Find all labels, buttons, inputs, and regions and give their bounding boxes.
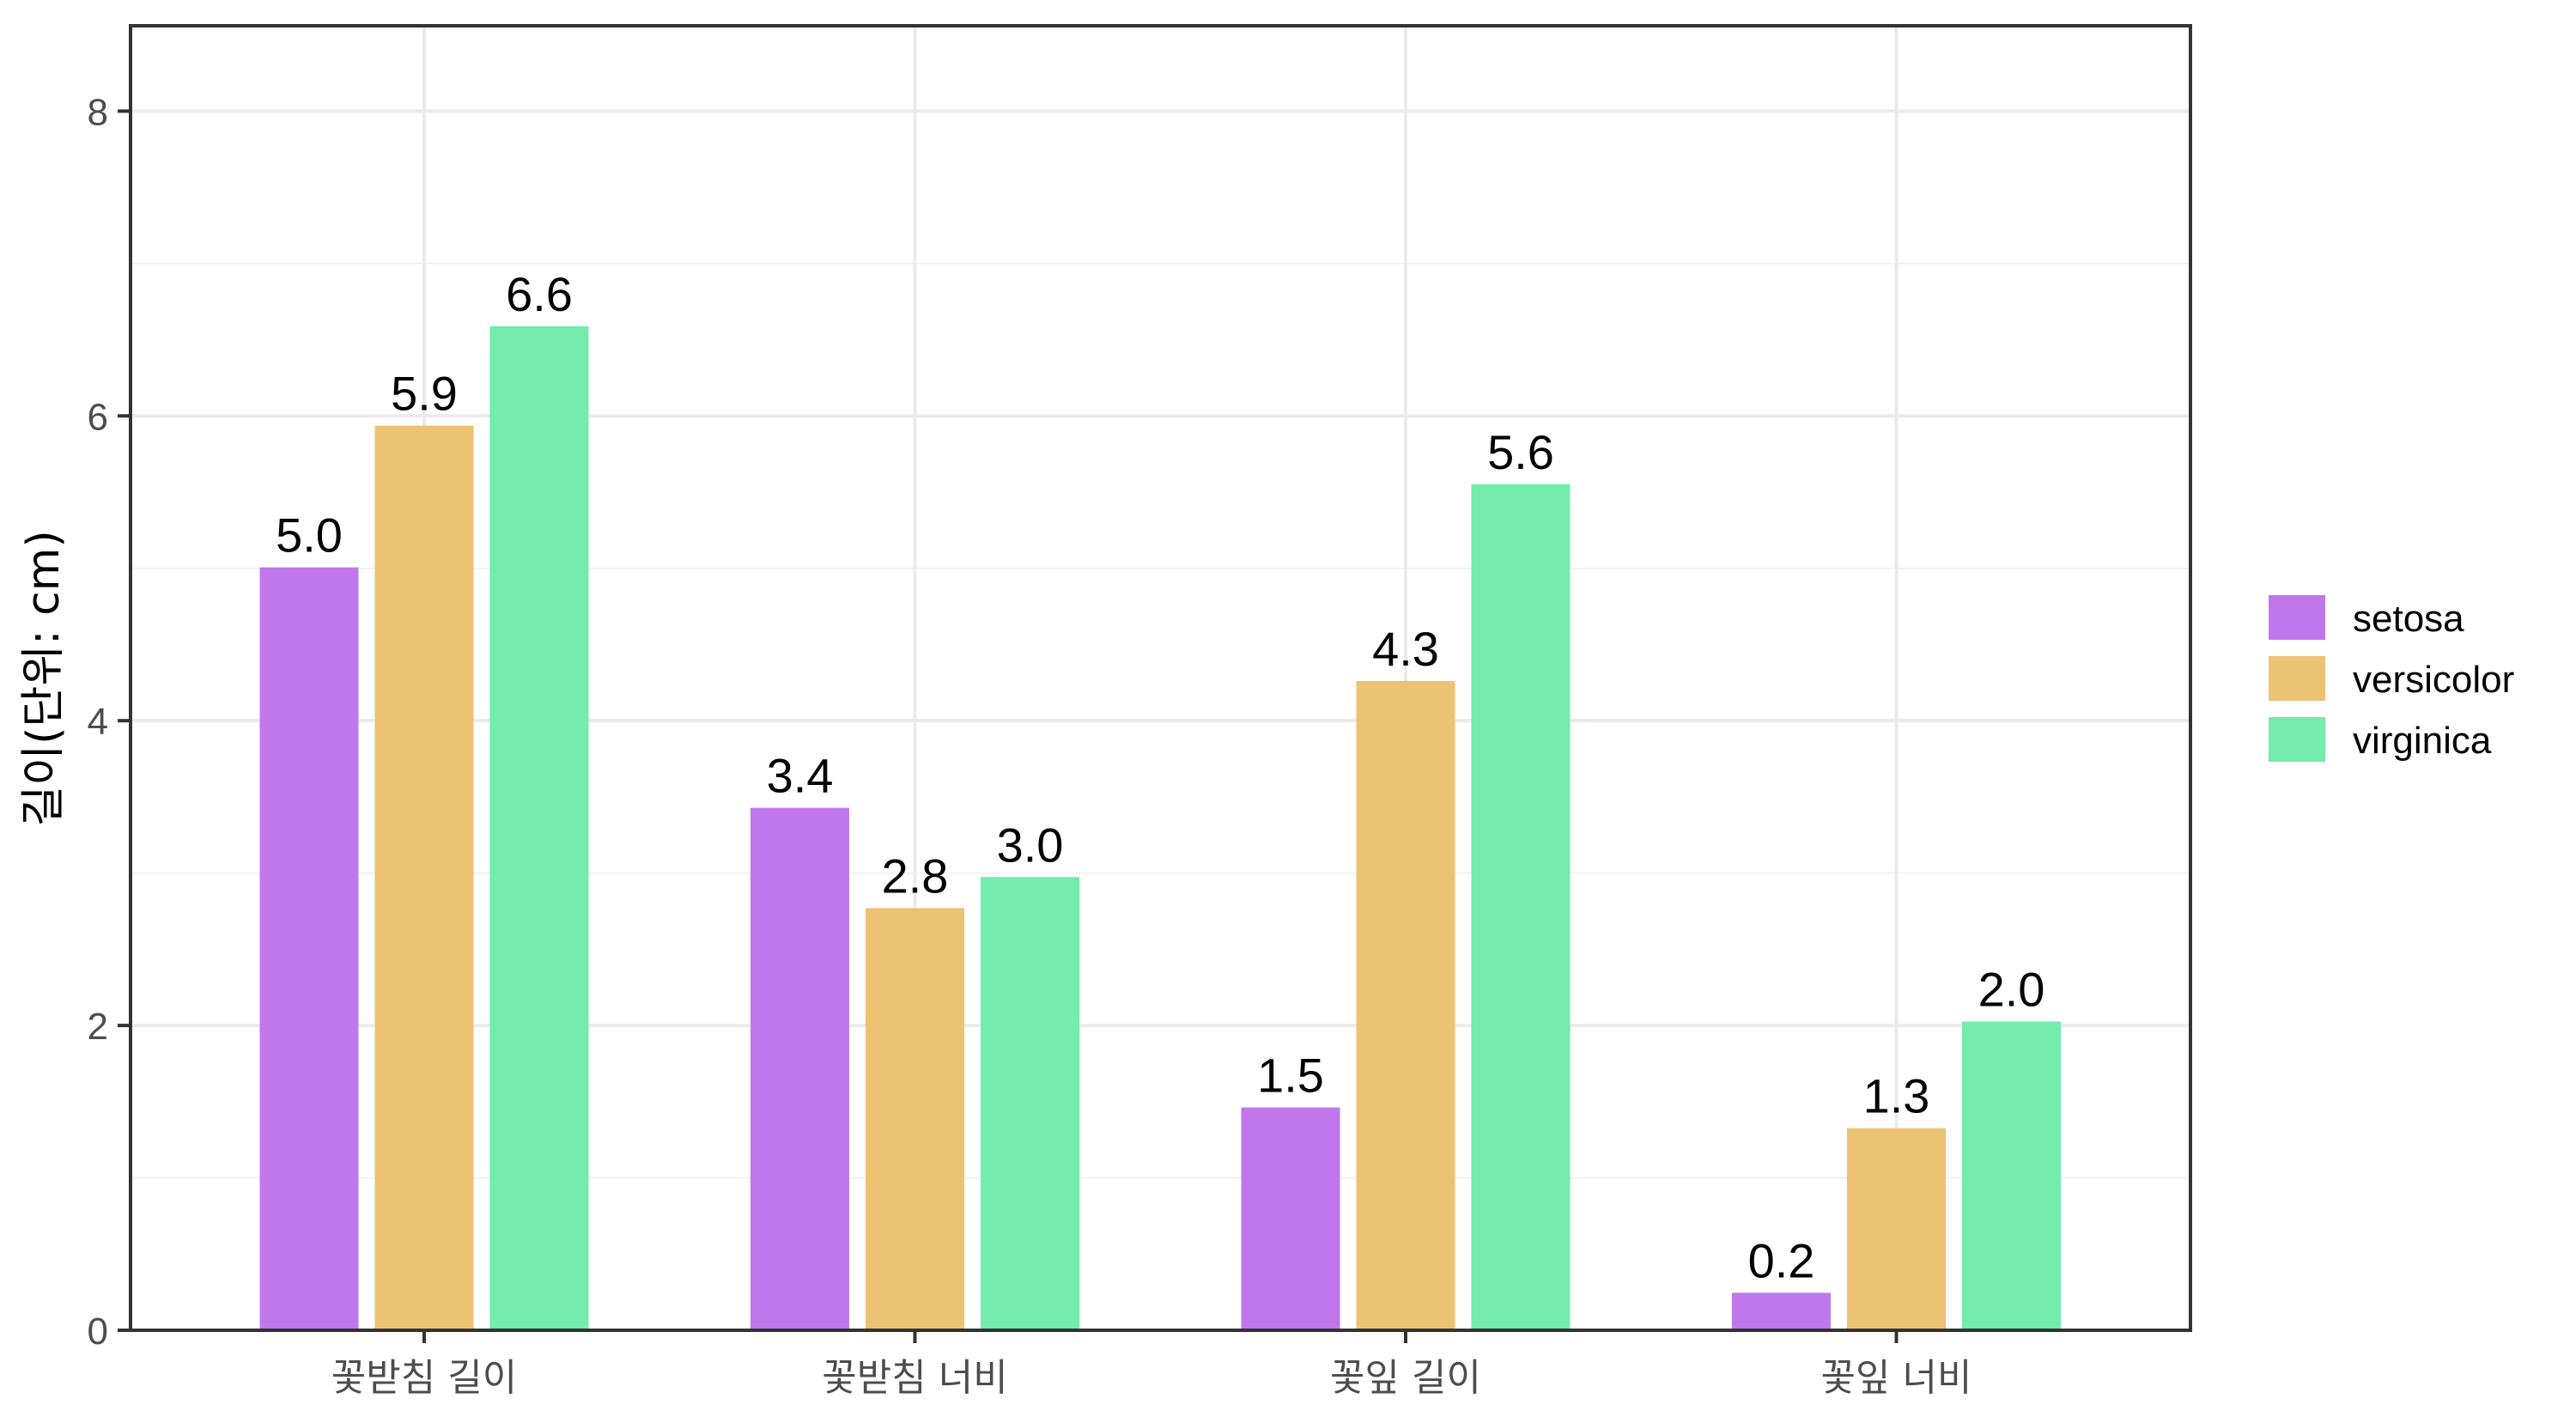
bar-virginica xyxy=(981,877,1079,1330)
legend-key xyxy=(2269,595,2325,640)
y-axis-title: 길이(단위: cm) xyxy=(18,530,70,826)
y-tick-label: 0 xyxy=(88,1311,108,1353)
legend-label: setosa xyxy=(2353,598,2464,640)
bar-value-label: 5.9 xyxy=(391,367,458,421)
bar-value-label: 2.8 xyxy=(882,848,949,903)
legend-label: versicolor xyxy=(2353,659,2514,701)
bar-versicolor xyxy=(866,908,964,1330)
bar-value-label: 3.4 xyxy=(767,749,834,803)
x-tick-label: 꽃잎 길이 xyxy=(1330,1356,1481,1400)
y-tick-label: 2 xyxy=(88,1006,108,1048)
bar-value-label: 0.2 xyxy=(1748,1233,1815,1287)
legend-item-versicolor: versicolor xyxy=(2269,656,2514,701)
bar-versicolor xyxy=(1847,1128,1946,1330)
bar-value-label: 3.0 xyxy=(997,818,1064,872)
bar-value-labels: 5.0 5.9 6.6 3.4 2.8 3.0 1.5 4.3 5.6 0.2 1.3 2.0 xyxy=(276,267,2044,1287)
bar-setosa xyxy=(259,567,359,1330)
legend-key xyxy=(2269,717,2325,762)
bar-value-label: 5.0 xyxy=(276,508,343,563)
bar-setosa xyxy=(1732,1292,1831,1330)
bar-setosa xyxy=(750,807,849,1330)
y-tick-label: 8 xyxy=(88,91,108,133)
bar-setosa xyxy=(1241,1107,1340,1330)
bar-virginica xyxy=(489,325,589,1330)
y-tick-label: 6 xyxy=(88,396,108,438)
bar-value-label: 2.0 xyxy=(1978,962,2045,1016)
x-tick-label: 꽃잎 너비 xyxy=(1821,1356,1972,1400)
bar-versicolor xyxy=(1356,681,1455,1330)
legend-key xyxy=(2269,656,2325,701)
panel-border xyxy=(129,24,2192,1332)
x-tick-label: 꽃받침 길이 xyxy=(331,1356,517,1400)
bar-virginica xyxy=(1471,483,1571,1330)
bar-value-label: 1.3 xyxy=(1863,1069,1930,1123)
x-axis: 꽃받침 길이 꽃받침 너비 꽃잎 길이 꽃잎 너비 xyxy=(331,1330,1972,1400)
bars xyxy=(259,325,2061,1330)
legend-item-virginica: virginica xyxy=(2269,717,2492,762)
legend: setosa versicolor virginica xyxy=(2269,595,2514,762)
y-axis: 0 2 4 6 8 xyxy=(88,91,131,1353)
y-tick-label: 4 xyxy=(88,701,108,743)
bar-versicolor xyxy=(374,425,474,1330)
bar-virginica xyxy=(1962,1021,2061,1330)
bar-value-label: 6.6 xyxy=(506,267,573,321)
bar-value-label: 5.6 xyxy=(1487,425,1554,479)
bar-value-label: 4.3 xyxy=(1372,622,1439,676)
x-tick-label: 꽃받침 너비 xyxy=(822,1356,1007,1400)
legend-item-setosa: setosa xyxy=(2269,595,2464,640)
legend-label: virginica xyxy=(2353,720,2492,762)
bar-value-label: 1.5 xyxy=(1257,1049,1324,1103)
